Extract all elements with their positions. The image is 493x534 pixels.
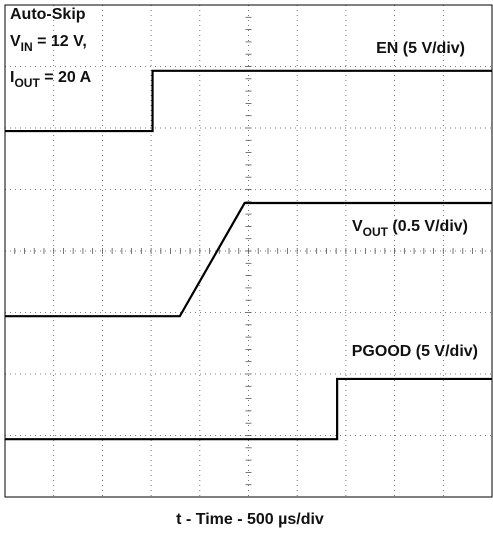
subscript: OUT xyxy=(14,76,40,90)
trace xyxy=(5,201,492,318)
label-text: (0.5 V/div) xyxy=(388,218,468,235)
x-axis-label: t - Time - 500 µs/div xyxy=(176,511,324,528)
label: VOUT (0.5 V/div) xyxy=(352,218,468,239)
trace xyxy=(5,377,492,441)
label: EN (5 V/div) xyxy=(376,40,465,57)
label-text: V xyxy=(352,218,363,235)
label: IOUT = 20 A xyxy=(10,69,92,90)
label-text: I xyxy=(10,69,14,86)
label: Auto-Skip xyxy=(10,6,86,23)
label-text: PGOOD (5 V/div) xyxy=(352,343,478,360)
label-text: = 20 A xyxy=(40,69,92,86)
label-text: V xyxy=(10,33,21,50)
trace xyxy=(5,69,492,133)
subscript: IN xyxy=(21,40,33,54)
plot-border xyxy=(4,4,493,498)
subscript: OUT xyxy=(363,225,389,239)
label-text: = 12 V, xyxy=(33,33,87,50)
label-text: Auto-Skip xyxy=(10,6,86,23)
label-text: EN (5 V/div) xyxy=(376,40,465,57)
label: VIN = 12 V, xyxy=(10,33,87,54)
label: PGOOD (5 V/div) xyxy=(352,343,478,360)
